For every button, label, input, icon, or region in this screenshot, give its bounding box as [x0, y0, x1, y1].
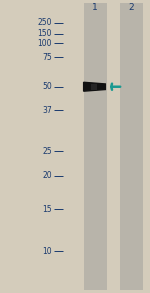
- Text: 250: 250: [37, 18, 52, 27]
- Text: 10: 10: [42, 247, 52, 256]
- Text: 15: 15: [42, 205, 52, 214]
- Bar: [91, 84, 97, 90]
- Text: 25: 25: [42, 147, 52, 156]
- Text: 2: 2: [128, 3, 134, 12]
- Text: 20: 20: [42, 171, 52, 180]
- Text: 37: 37: [42, 106, 52, 115]
- Polygon shape: [84, 82, 105, 91]
- Text: 1: 1: [92, 3, 98, 12]
- Bar: [120, 3, 143, 290]
- Bar: [84, 3, 107, 290]
- Text: 50: 50: [42, 82, 52, 91]
- Text: 150: 150: [37, 30, 52, 38]
- Text: 100: 100: [37, 39, 52, 48]
- Text: 75: 75: [42, 53, 52, 62]
